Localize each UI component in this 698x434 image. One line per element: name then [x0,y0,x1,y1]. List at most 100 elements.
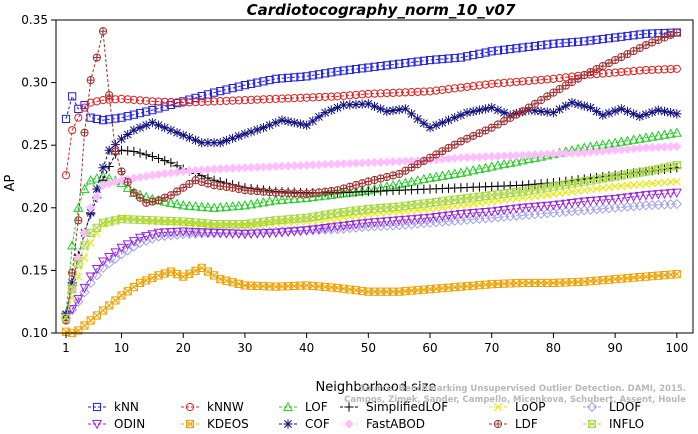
data-point-odin [529,202,540,213]
data-point-knnw [179,98,188,107]
data-point-cof [302,120,312,130]
data-point-knnw [555,73,564,83]
data-point-knnw [172,98,182,107]
legend-item-loop: LoOP [489,400,546,414]
data-point-cof [474,105,484,115]
data-point-loop [617,182,626,190]
data-point-loop [629,181,638,189]
data-point-simplifiedlof [141,150,151,160]
data-point-lof [449,168,460,178]
data-point-ldof [79,287,90,298]
legend-item-inflo: INFLO [583,417,644,431]
x-tick-label: 80 [546,341,561,355]
data-point-knnw [253,95,262,104]
data-point-lof [511,156,522,166]
data-point-knn [617,32,626,41]
data-point-cof [339,100,349,110]
data-point-odin [85,272,96,282]
data-point-cof [258,123,269,133]
data-point-cof [493,105,503,115]
data-point-odin [560,199,571,210]
data-point-lof [529,152,540,162]
legend-label: ODIN [114,417,145,431]
data-point-lof [412,175,423,185]
data-point-knnw [123,95,132,104]
data-point-ldf [105,91,114,100]
y-tick-label: 0.30 [21,76,48,90]
legend-item-knn: kNN [88,400,139,414]
data-point-knnw [648,65,657,74]
data-point-cof [345,100,355,110]
data-point-knnw [197,97,206,106]
data-point-lof [252,198,263,208]
data-point-ldf [351,180,361,190]
data-point-cof [443,115,454,125]
data-point-knn [598,34,607,44]
series-knnw [61,64,681,180]
data-point-fastabod [85,203,96,213]
data-point-cof [246,127,256,137]
data-point-knnw [339,91,348,100]
data-point-cof [166,125,176,135]
data-point-lof [437,170,448,180]
data-point-knn [382,61,391,70]
data-point-knnw [456,83,465,92]
data-point-ldf [567,77,577,87]
data-point-cof [283,116,293,127]
legend-marker-lof [282,401,294,412]
data-point-lof [215,202,226,212]
data-point-knnw [462,82,472,91]
data-point-lof [486,161,497,171]
y-tick-label: 0.15 [21,263,48,277]
data-point-lof [640,132,652,142]
data-point-odin [449,210,460,221]
data-point-knn [580,37,589,46]
y-tick-label: 0.20 [21,201,48,215]
data-point-lof [505,157,516,167]
data-point-simplifiedlof [104,161,114,172]
legend-label: LDF [515,417,538,431]
data-point-simplifiedlof [530,179,540,189]
y-tick-label: 0.25 [21,138,48,152]
data-point-knnw [475,81,484,90]
data-point-cof [295,119,306,129]
data-point-odin [79,283,90,294]
data-point-cof [227,133,238,143]
x-axis-label: Neighborhood size [316,380,437,395]
data-point-cof [487,103,497,113]
data-point-loop [672,177,681,186]
x-tick-label: 30 [237,341,252,355]
data-point-ldf [86,75,95,85]
data-point-simplifiedlof [147,151,157,162]
data-point-knn [105,115,114,124]
data-point-lof [283,194,294,204]
data-point-cof [388,105,398,116]
data-point-knnw [512,77,521,86]
data-point-odin [394,216,405,226]
data-point-knnw [382,89,391,98]
plot-frame [55,19,694,334]
data-point-ldf [506,113,515,123]
data-point-odin [400,215,411,226]
data-point-cof [653,105,663,115]
data-point-lof [523,153,534,164]
data-point-knnw [259,95,268,104]
data-point-ldf [672,28,681,37]
data-point-knn [333,67,342,76]
data-point-knnw [561,73,570,82]
data-point-cof [104,145,114,155]
data-point-ldf [481,126,490,135]
data-point-simplifiedlof [524,180,534,190]
data-point-cof [382,106,392,116]
data-point-lof [233,200,244,210]
data-point-ldf [358,179,367,188]
data-point-ldf [407,163,416,172]
data-point-knn [240,81,250,90]
legend-marker-ldf [493,419,503,429]
data-point-cof [351,99,361,110]
data-point-cof [215,138,225,148]
data-point-ldf [166,191,175,200]
data-point-odin [184,227,195,238]
data-point-knn [228,84,237,93]
